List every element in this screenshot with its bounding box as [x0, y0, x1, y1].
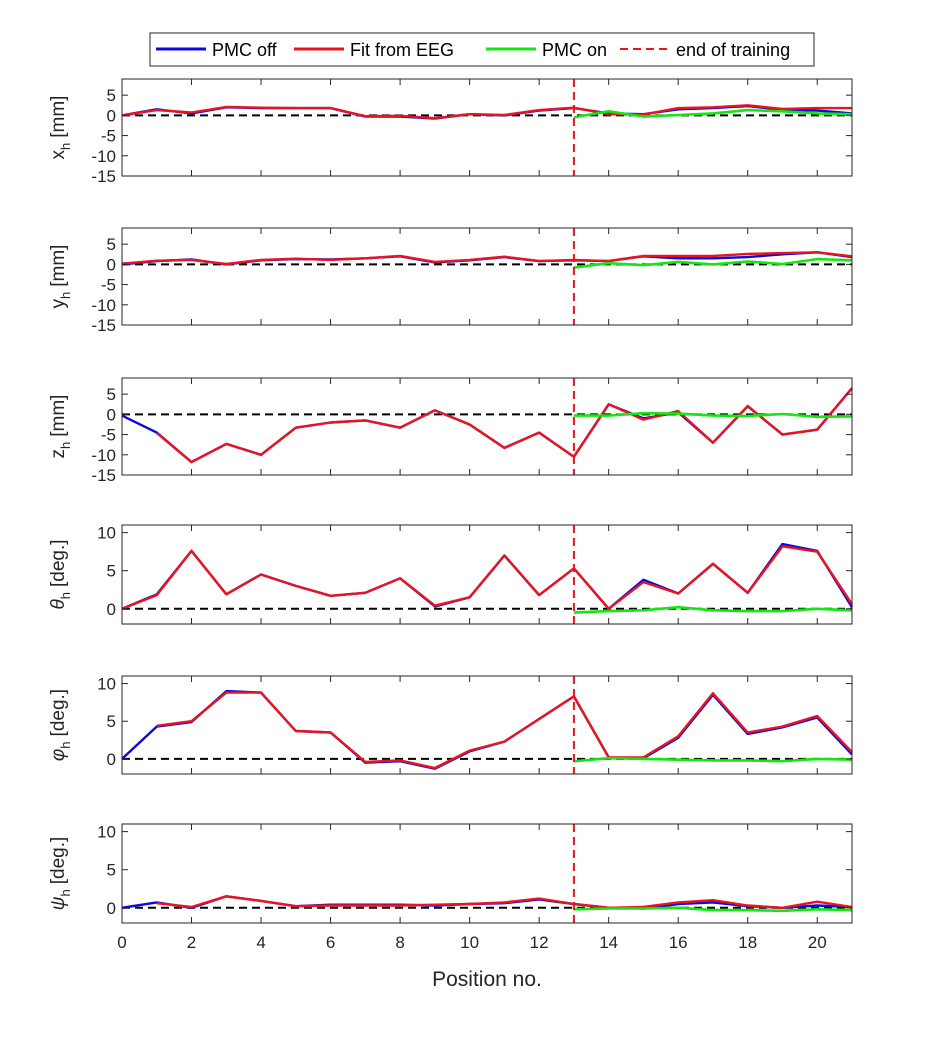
plot-area-psi: [122, 824, 852, 923]
xtick-label: 6: [326, 933, 335, 952]
xtick-label: 10: [460, 933, 479, 952]
ytick-label-yh: -10: [91, 296, 116, 315]
ytick-label-xh: -10: [91, 147, 116, 166]
series-pmc-on-xh: [573, 108, 853, 119]
plot-area-yh: [122, 228, 852, 325]
xtick-label: 2: [187, 933, 196, 952]
panel-psi: 10 5 00 2 4 6 8 10 12 14 16 18 20 ψh [deg.]: [48, 823, 853, 952]
legend-label-fit-from-eeg: Fit from EEG: [350, 40, 454, 60]
y-axis-label-xh: xh [mm]: [48, 96, 73, 160]
y-axis-label-main-zh: z: [48, 449, 69, 459]
y-axis-label-main-yh: y: [48, 298, 69, 308]
plot-area-xh: [122, 79, 852, 176]
legend-label-pmc-off: PMC off: [212, 40, 278, 60]
ytick-label-phi: 5: [107, 712, 116, 731]
y-axis-label-main-theta: θ: [48, 599, 69, 610]
xtick-label: 8: [395, 933, 404, 952]
panel-phi: 10 5 0 φh [deg.]: [48, 675, 853, 775]
legend-label-end-of-training: end of training: [676, 40, 790, 60]
axes-box-zh: [121, 377, 853, 476]
y-axis-label-unit-psi: [deg.]: [48, 837, 69, 885]
y-axis-label-sub-psi: h: [58, 889, 73, 896]
ytick-label-xh: -5: [101, 127, 116, 146]
ytick-label-yh: -5: [101, 276, 116, 295]
x-axis-label: Position no.: [432, 968, 542, 991]
y-axis-label-unit-theta: [deg.]: [48, 539, 69, 587]
axes-box-yh: [121, 227, 853, 326]
y-axis-label-sub-phi: h: [58, 741, 73, 748]
ytick-label-yh: -15: [91, 316, 116, 335]
legend: PMC off Fit from EEG PMC on end of train…: [149, 32, 815, 67]
series-fit-from-eeg-zh: [156, 387, 853, 464]
ytick-label-psi: 0: [107, 899, 116, 918]
series-fit-from-eeg-theta: [121, 545, 854, 610]
ytick-label-zh: 5: [107, 385, 116, 404]
series-fit-from-eeg-yh: [121, 251, 853, 266]
series-pmc-on-psi: [573, 906, 853, 913]
xtick-label: 4: [256, 933, 265, 952]
xtick-label: 14: [599, 933, 618, 952]
series-pmc-on-phi: [573, 756, 853, 763]
series-pmc-on-yh: [573, 257, 853, 269]
y-axis-label-unit-xh: [mm]: [48, 96, 69, 138]
panels: 50-5-10-15xh[mm]50-5-10-15yh[mm]50-5-10-…: [48, 78, 854, 952]
y-axis-label-unit-zh: [mm]: [48, 395, 69, 437]
xtick-label: 12: [530, 933, 549, 952]
y-axis-label-sub-xh: h: [58, 143, 73, 150]
xtick-label: 0: [117, 933, 126, 952]
ytick-label-phi: 0: [107, 750, 116, 769]
xtick-label: 20: [808, 933, 827, 952]
panel-zh: 50 -5-10-15 zh [mm]: [48, 377, 853, 485]
ytick-label-psi: 5: [107, 861, 116, 880]
y-axis-label-main-xh: x: [48, 149, 69, 159]
ytick-label-zh: -15: [91, 466, 116, 485]
ytick-label-zh: -10: [91, 446, 116, 465]
legend-box: [149, 32, 815, 67]
panel-xh: 50 -5-10-15 xh [mm]: [48, 78, 853, 186]
ytick-label-phi: 10: [97, 675, 116, 694]
series-pmc-on-theta: [573, 605, 853, 614]
y-axis-label-zh: zh [mm]: [48, 395, 73, 459]
y-axis-label-main-psi: ψ: [48, 896, 69, 910]
y-axis-label-sub-zh: h: [58, 442, 73, 449]
ytick-label-theta: 5: [107, 562, 116, 581]
ytick-label-psi: 10: [97, 823, 116, 842]
y-axis-label-psi: ψh [deg.]: [48, 837, 73, 911]
ytick-label-xh: 5: [107, 86, 116, 105]
axes-box-xh: [121, 78, 853, 177]
series-fit-from-eeg-phi: [156, 691, 853, 770]
ytick-label-yh: 5: [107, 235, 116, 254]
axes-box-phi: [121, 675, 853, 775]
legend-label-pmc-on: PMC on: [542, 40, 607, 60]
y-axis-label-theta: θh [deg.]: [48, 539, 73, 609]
xtick-label: 18: [738, 933, 757, 952]
y-axis-label-unit-phi: [deg.]: [48, 689, 69, 737]
ytick-label-theta: 10: [97, 524, 116, 543]
ytick-label-zh: 0: [107, 405, 116, 424]
plot-area-zh: [122, 378, 852, 475]
ytick-label-theta: 0: [107, 600, 116, 619]
series-pmc-on-zh: [573, 411, 853, 419]
plot-area-theta: [122, 525, 852, 624]
ytick-label-zh: -5: [101, 426, 116, 445]
y-axis-label-unit-yh: [mm]: [48, 245, 69, 287]
panel-theta: 10 5 0 θh [deg.]: [48, 524, 854, 625]
ytick-label-xh: 0: [107, 106, 116, 125]
axes-box-psi: [121, 823, 853, 924]
y-axis-label-sub-yh: h: [58, 292, 73, 299]
y-axis-label-sub-theta: h: [58, 592, 73, 599]
ytick-label-yh: 0: [107, 255, 116, 274]
panel-yh: 50 -5-10-15 yh [mm]: [48, 227, 853, 335]
axes-box-theta: [121, 524, 853, 625]
y-axis-label-main-phi: φ: [48, 749, 69, 761]
series-fit-from-eeg-xh: [121, 104, 852, 120]
xtick-label: 16: [669, 933, 688, 952]
series-fit-from-eeg-psi: [156, 895, 853, 909]
y-axis-label-yh: yh [mm]: [48, 245, 73, 309]
ytick-label-xh: -15: [91, 167, 116, 186]
y-axis-label-phi: φh [deg.]: [48, 689, 73, 761]
